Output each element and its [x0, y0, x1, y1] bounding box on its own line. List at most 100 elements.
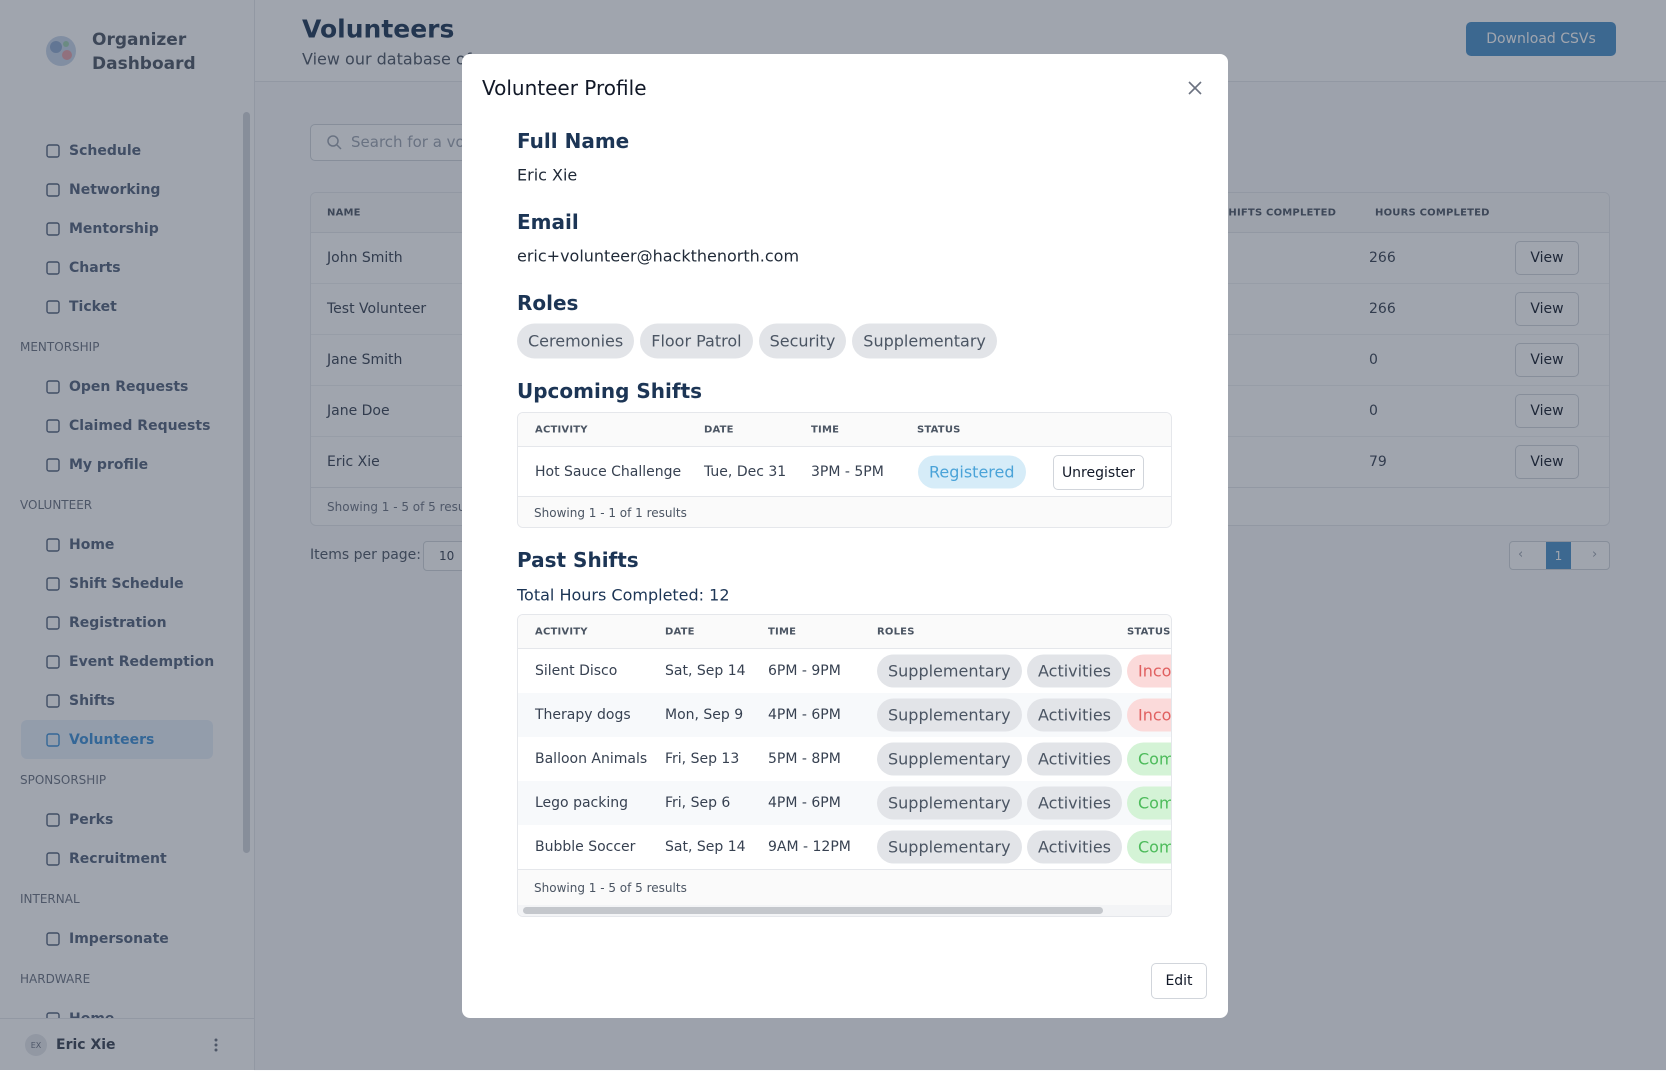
- nav-item[interactable]: Claimed Requests: [0, 406, 254, 445]
- nav-section-label: INTERNAL: [20, 891, 80, 906]
- view-button[interactable]: View: [1515, 444, 1579, 479]
- activity: Bubble Soccer: [535, 839, 636, 855]
- view-button[interactable]: View: [1515, 393, 1579, 428]
- status-pill: Incomplete: [1127, 654, 1171, 688]
- role-chip: Supplementary: [877, 786, 1022, 820]
- table-footer: Showing 1 - 5 of 5 results: [327, 500, 480, 514]
- time: 3PM - 5PM: [811, 464, 884, 480]
- next-page[interactable]: ›: [1592, 547, 1598, 562]
- view-button[interactable]: View: [1515, 342, 1579, 377]
- hours-completed: 79: [1369, 453, 1387, 470]
- modal-title: Volunteer Profile: [482, 76, 647, 100]
- status-pill: Complete: [1127, 830, 1171, 864]
- activity: Hot Sauce Challenge: [535, 464, 682, 480]
- nav-section-label: MENTORSHIP: [20, 339, 100, 354]
- nav-item[interactable]: Perks: [0, 800, 254, 839]
- nav-item-label: Impersonate: [69, 930, 169, 947]
- role-chip: Supplementary: [852, 323, 997, 359]
- nav-item[interactable]: Ticket: [0, 287, 254, 326]
- role-chip: Security: [758, 323, 847, 359]
- nav-item[interactable]: Shifts: [0, 681, 254, 720]
- full-name: Eric Xie: [517, 165, 578, 185]
- nav-icon: [46, 615, 60, 630]
- nav-item[interactable]: Volunteers: [21, 720, 213, 759]
- prev-page[interactable]: ‹: [1518, 547, 1524, 562]
- role-chip: Ceremonies: [517, 323, 635, 359]
- nav-section-label: VOLUNTEER: [20, 497, 93, 512]
- close-button[interactable]: [1187, 80, 1203, 96]
- brand-logo: [46, 36, 76, 66]
- column-header: ACTIVITY: [535, 424, 588, 436]
- nav-icon: [46, 812, 60, 827]
- nav-item[interactable]: Open Requests: [0, 367, 254, 406]
- download-button[interactable]: Download CSVs: [1466, 22, 1616, 56]
- past-shifts-table: Showing 1 - 5 of 5 results ACTIVITY DATE T…: [517, 614, 1172, 917]
- role-chip: Activities: [1027, 654, 1122, 688]
- view-button[interactable]: View: [1515, 291, 1579, 326]
- nav-item[interactable]: Charts: [0, 248, 254, 287]
- section-heading: Upcoming Shifts: [517, 379, 703, 403]
- current-page[interactable]: 1: [1546, 542, 1571, 569]
- nav-item-label: Claimed Requests: [69, 417, 211, 434]
- status-pill: Complete: [1127, 742, 1171, 776]
- page-subtitle: View our database of: [302, 49, 472, 69]
- nav-item[interactable]: Schedule: [0, 131, 254, 170]
- nav-icon: [46, 379, 60, 394]
- role-chip: Supplementary: [877, 830, 1022, 864]
- column-header: TIME: [768, 626, 797, 638]
- scroll-thumb[interactable]: [523, 907, 1103, 914]
- edit-button[interactable]: Edit: [1151, 963, 1207, 999]
- hours-completed: 0: [1369, 402, 1378, 419]
- role-chip: Supplementary: [877, 654, 1022, 688]
- nav-item[interactable]: Event Redemption: [0, 642, 254, 681]
- nav-item[interactable]: My profile: [0, 445, 254, 484]
- role-chip: Supplementary: [877, 742, 1022, 776]
- nav-item[interactable]: Shift Schedule: [0, 564, 254, 603]
- nav-item[interactable]: Impersonate: [0, 919, 254, 958]
- nav-icon: [46, 851, 60, 866]
- view-button[interactable]: View: [1515, 240, 1579, 275]
- column-header: DATE: [665, 626, 695, 638]
- nav-item-label: Networking: [69, 181, 161, 198]
- nav-icon: [46, 143, 60, 158]
- activity: Lego packing: [535, 795, 628, 811]
- section-heading: Full Name: [517, 129, 630, 153]
- nav-icon: [46, 654, 60, 669]
- nav-item[interactable]: Recruitment: [0, 839, 254, 878]
- activity: Therapy dogs: [535, 707, 631, 723]
- time: 5PM - 8PM: [768, 751, 841, 767]
- date: Fri, Sep 13: [665, 751, 740, 767]
- nav-item-label: Registration: [69, 614, 167, 631]
- date: Fri, Sep 6: [665, 795, 731, 811]
- status-pill: Incomplete: [1127, 698, 1171, 732]
- role-chip: Activities: [1027, 786, 1122, 820]
- column-header: ROLES: [877, 626, 915, 638]
- column-header: ACTIVITY: [535, 626, 588, 638]
- nav-item-label: Recruitment: [69, 850, 167, 867]
- nav-item[interactable]: Registration: [0, 603, 254, 642]
- total-hours: Total Hours Completed: 12: [517, 585, 730, 605]
- nav-item[interactable]: Home: [0, 525, 254, 564]
- role-chip: Activities: [1027, 830, 1122, 864]
- table-footer: Showing 1 - 5 of 5 results: [534, 881, 687, 895]
- nav-icon: [46, 732, 60, 747]
- date: Sat, Sep 14: [665, 663, 746, 679]
- nav-icon: [46, 457, 60, 472]
- email: eric+volunteer@hackthenorth.com: [517, 246, 800, 266]
- avatar: EX: [25, 1034, 47, 1056]
- column-header: HOURS COMPLETED: [1375, 207, 1490, 219]
- nav-item-label: Perks: [69, 811, 114, 828]
- unregister-button[interactable]: Unregister: [1053, 455, 1144, 490]
- kebab-menu[interactable]: [212, 1037, 220, 1053]
- table-header: [518, 615, 1171, 649]
- column-header: NAME: [327, 207, 361, 219]
- nav-item[interactable]: Networking: [0, 170, 254, 209]
- role-chip: Activities: [1027, 698, 1122, 732]
- nav-icon: [46, 260, 60, 275]
- column-header: STATUS: [917, 424, 961, 436]
- brand-name: Organizer Dashboard: [92, 30, 196, 74]
- nav-item[interactable]: Mentorship: [0, 209, 254, 248]
- section-heading: Past Shifts: [517, 548, 639, 572]
- search-icon: [327, 135, 342, 150]
